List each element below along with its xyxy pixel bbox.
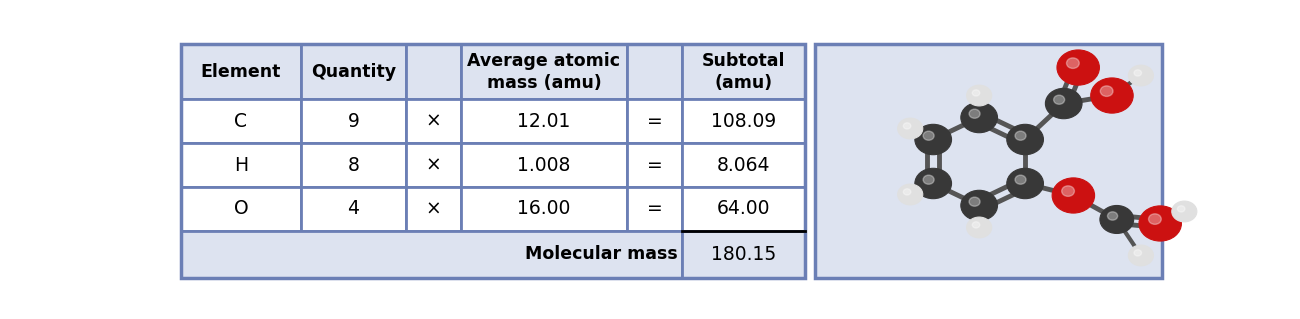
Text: 108.09: 108.09 [711, 112, 776, 131]
Text: 64.00: 64.00 [716, 199, 771, 219]
Circle shape [923, 175, 935, 184]
Bar [181, 187, 302, 231]
Circle shape [1128, 65, 1153, 86]
Bar [302, 99, 406, 143]
Text: 8.064: 8.064 [716, 156, 771, 174]
Circle shape [1052, 178, 1095, 213]
Circle shape [1091, 78, 1134, 113]
Circle shape [972, 90, 980, 96]
Bar [682, 143, 805, 187]
Text: =: = [646, 199, 662, 219]
Text: 8: 8 [347, 156, 360, 174]
Circle shape [898, 184, 923, 205]
Bar [181, 44, 805, 278]
Bar [181, 231, 682, 278]
Text: ×: × [425, 156, 442, 174]
Bar [462, 143, 627, 187]
Circle shape [968, 197, 980, 206]
Bar [627, 44, 683, 99]
Bar [462, 187, 627, 231]
Circle shape [1100, 205, 1134, 234]
Bar [302, 187, 406, 231]
Bar [627, 99, 683, 143]
Text: =: = [646, 156, 662, 174]
Text: Molecular mass: Molecular mass [525, 245, 677, 263]
Circle shape [1053, 95, 1065, 104]
Circle shape [1006, 168, 1044, 199]
Circle shape [1108, 212, 1118, 220]
Circle shape [1139, 206, 1182, 241]
Circle shape [903, 123, 911, 129]
Text: C: C [234, 112, 247, 131]
Text: 4: 4 [347, 199, 360, 219]
Bar [181, 44, 302, 99]
Text: =: = [646, 112, 662, 131]
Circle shape [898, 118, 923, 139]
Bar [406, 44, 462, 99]
Circle shape [1148, 214, 1161, 224]
Text: 9: 9 [347, 112, 360, 131]
Circle shape [1100, 86, 1113, 96]
Circle shape [961, 190, 997, 221]
Text: ×: × [425, 199, 442, 219]
Bar [302, 143, 406, 187]
Text: Quantity: Quantity [311, 63, 396, 81]
Circle shape [972, 222, 980, 228]
Circle shape [967, 85, 992, 106]
Circle shape [903, 189, 911, 195]
Bar [406, 143, 462, 187]
Circle shape [1178, 206, 1186, 212]
Bar [682, 44, 805, 99]
Bar [627, 187, 683, 231]
Text: Average atomic
mass (amu): Average atomic mass (amu) [468, 52, 620, 92]
Text: 180.15: 180.15 [711, 245, 776, 264]
Circle shape [968, 109, 980, 118]
Circle shape [1015, 131, 1026, 140]
Circle shape [1006, 124, 1044, 155]
Bar [682, 231, 805, 278]
Text: 1.008: 1.008 [517, 156, 571, 174]
Circle shape [915, 168, 952, 199]
Bar [406, 187, 462, 231]
Circle shape [967, 217, 992, 238]
Circle shape [1134, 70, 1141, 76]
Bar [181, 99, 302, 143]
Circle shape [1015, 175, 1026, 184]
Circle shape [1057, 50, 1100, 85]
Circle shape [1134, 250, 1141, 256]
Text: 16.00: 16.00 [517, 199, 571, 219]
Circle shape [915, 124, 952, 155]
Bar [815, 44, 1162, 278]
Bar [406, 99, 462, 143]
Bar [627, 143, 683, 187]
Text: Subtotal
(amu): Subtotal (amu) [702, 52, 785, 92]
Bar [302, 44, 406, 99]
Text: H: H [234, 156, 248, 174]
Circle shape [1066, 58, 1079, 68]
Bar [181, 143, 302, 187]
Text: O: O [234, 199, 248, 219]
Circle shape [1171, 201, 1197, 222]
Text: Element: Element [200, 63, 281, 81]
Bar [462, 99, 627, 143]
Circle shape [923, 131, 935, 140]
Bar [682, 187, 805, 231]
Text: 12.01: 12.01 [517, 112, 571, 131]
Circle shape [1128, 245, 1153, 266]
Circle shape [961, 102, 997, 133]
Text: ×: × [425, 112, 442, 131]
Circle shape [1045, 88, 1082, 119]
Circle shape [1062, 186, 1074, 197]
Bar [462, 44, 627, 99]
Bar [682, 99, 805, 143]
